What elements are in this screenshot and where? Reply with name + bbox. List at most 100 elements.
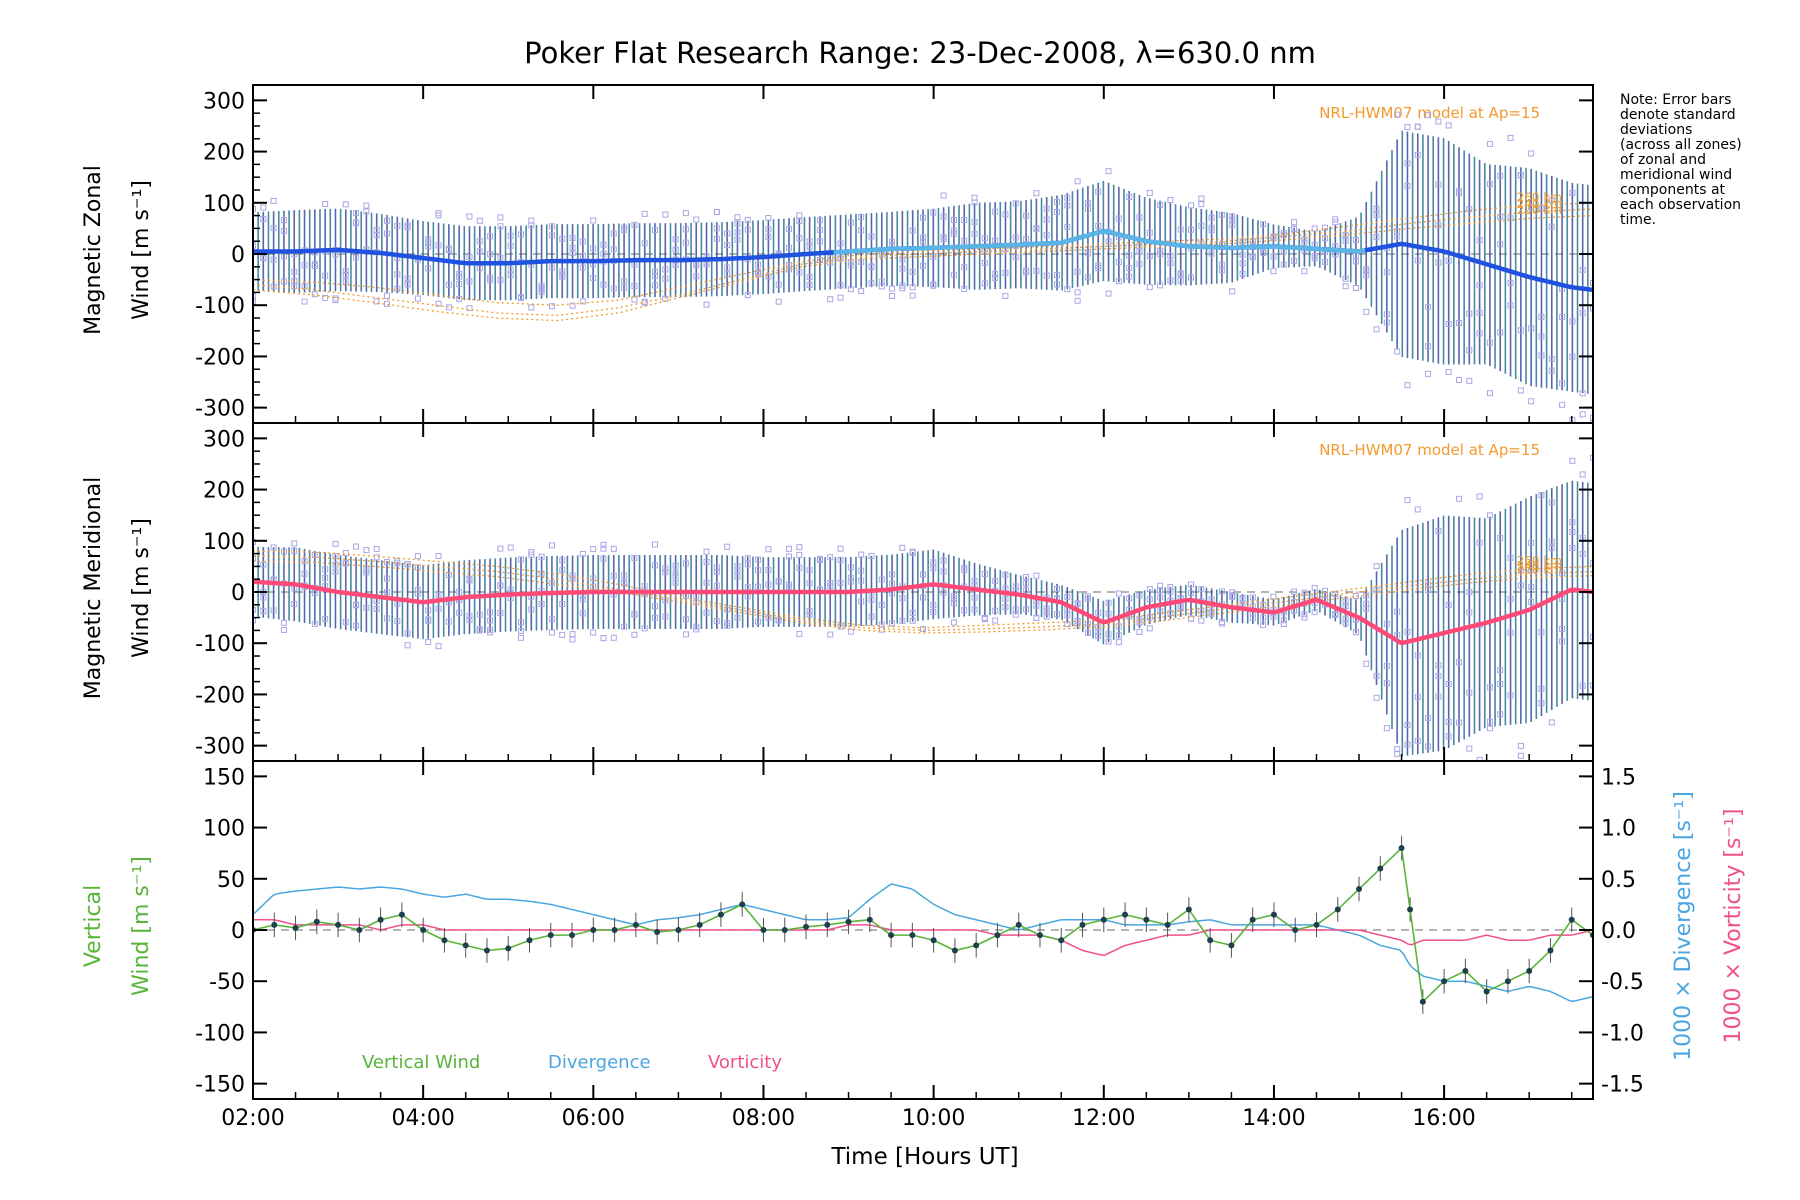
zonal-sample-point xyxy=(806,243,813,250)
divergence-line xyxy=(253,883,1593,1003)
zonal-sample-point xyxy=(940,236,947,243)
meridional-sample-point xyxy=(270,607,277,614)
zonal-sample-point xyxy=(1548,197,1555,204)
meridional-sample-point xyxy=(1445,733,1452,740)
zonal-sample-point xyxy=(868,280,875,287)
meridional-sample-point xyxy=(796,544,803,551)
meridional-sample-point xyxy=(1342,598,1349,605)
meridional-sample-point xyxy=(652,541,658,548)
zonal-sample-point xyxy=(775,281,782,288)
zonal-sample-point xyxy=(291,268,298,275)
zonal-sample-point xyxy=(806,238,813,245)
vertical-wind-point xyxy=(462,942,469,949)
meridional-ytick-label: 200 xyxy=(203,479,245,504)
meridional-sample-point xyxy=(909,548,916,555)
meridional-sample-point xyxy=(930,559,937,566)
vertical-ytick-label: 0 xyxy=(231,919,245,944)
zonal-sample-point xyxy=(1497,241,1504,248)
zonal-sample-point xyxy=(1198,222,1205,229)
meridional-sample-point xyxy=(1404,628,1411,635)
vertical-wind-point xyxy=(1334,906,1341,913)
meridional-sample-point xyxy=(1425,743,1432,750)
meridional-ytick-label: 100 xyxy=(203,530,245,555)
vertical-wind-point xyxy=(951,947,958,954)
zonal-sample-point xyxy=(847,262,854,269)
meridional-sample-point xyxy=(363,604,370,611)
meridional-sample-point xyxy=(435,591,442,598)
meridional-sample-point xyxy=(1064,612,1071,619)
meridional-sample-point xyxy=(1373,673,1380,680)
zonal-sample-point xyxy=(600,250,607,257)
zonal-sample-point xyxy=(1239,238,1246,245)
vertical-wind-point xyxy=(1441,978,1448,985)
zonal-sample-point xyxy=(548,303,555,310)
vertical-wind-point xyxy=(1058,937,1065,944)
zonal-sample-point xyxy=(1435,222,1442,229)
zonal-sample-point xyxy=(765,273,772,280)
zonal-sample-point xyxy=(476,265,483,272)
zonal-sample-point xyxy=(373,298,380,305)
meridional-sample-point xyxy=(311,620,318,627)
zonal-sample-point xyxy=(579,238,586,245)
meridional-sample-point xyxy=(414,590,421,597)
zonal-sample-point xyxy=(961,237,968,244)
meridional-sample-point xyxy=(394,618,401,625)
meridional-sample-point xyxy=(765,567,772,574)
zonal-sample-point xyxy=(1383,311,1390,318)
right-ytick-label: -1.5 xyxy=(1601,1073,1644,1098)
zonal-sample-point xyxy=(1383,269,1390,276)
meridional-sample-point xyxy=(435,605,442,612)
meridional-sample-point xyxy=(1002,604,1009,611)
meridional-sample-point xyxy=(456,588,463,595)
zonal-sample-point xyxy=(724,271,731,278)
meridional-sample-point xyxy=(806,580,813,587)
vertical-wind-point xyxy=(866,916,873,923)
zonal-sample-point xyxy=(1167,252,1174,259)
zonal-sample-point xyxy=(435,242,442,249)
meridional-sample-point xyxy=(724,606,731,613)
meridional-sample-point xyxy=(253,606,256,613)
zonal-sample-point xyxy=(744,292,751,299)
meridional-sample-point xyxy=(456,609,463,616)
zonal-sample-point xyxy=(755,261,762,268)
zonal-sample-point xyxy=(786,226,792,233)
meridional-sample-point xyxy=(992,617,999,624)
zonal-sample-point xyxy=(1043,232,1050,239)
zonal-sample-point xyxy=(507,242,514,249)
zonal-sample-point xyxy=(1023,212,1030,219)
meridional-sample-point xyxy=(1043,613,1050,620)
zonal-sample-point xyxy=(744,216,751,223)
zonal-sample-point xyxy=(950,230,957,237)
meridional-sample-point xyxy=(1136,616,1143,623)
meridional-sample-point xyxy=(765,581,772,588)
zonal-sample-point xyxy=(847,219,854,226)
meridional-sample-point xyxy=(1569,544,1576,551)
zonal-sample-point xyxy=(1291,219,1298,226)
zonal-ytick-label: 300 xyxy=(203,89,245,114)
meridional-sample-point xyxy=(1311,584,1318,591)
meridional-sample-point xyxy=(363,566,370,573)
zonal-sample-point xyxy=(899,285,906,292)
meridional-sample-point xyxy=(816,555,823,562)
vertical-wind-point xyxy=(654,929,661,936)
meridional-sample-point xyxy=(394,560,401,567)
vertical-wind-point xyxy=(1015,921,1022,928)
zonal-sample-point xyxy=(1414,123,1421,130)
zonal-sample-point xyxy=(1002,269,1009,276)
zonal-sample-point xyxy=(858,287,865,294)
zonal-sample-point xyxy=(909,284,916,291)
zonal-sample-point xyxy=(1352,236,1359,243)
meridional-sample-point xyxy=(1497,711,1504,718)
vertical-wind-point xyxy=(420,927,427,933)
zonal-sample-point xyxy=(920,214,926,221)
zonal-sample-point xyxy=(786,262,792,269)
zonal-sample-point xyxy=(253,293,256,300)
meridional-sample-point xyxy=(1157,587,1164,594)
right-ytick-label: -0.5 xyxy=(1601,970,1644,995)
meridional-sample-point xyxy=(1569,457,1576,464)
zonal-sample-point xyxy=(1579,266,1586,273)
zonal-sample-point xyxy=(1105,168,1112,175)
meridional-sample-point xyxy=(1528,567,1535,574)
zonal-ytick-label: 200 xyxy=(203,141,245,166)
meridional-sample-point xyxy=(940,557,947,564)
